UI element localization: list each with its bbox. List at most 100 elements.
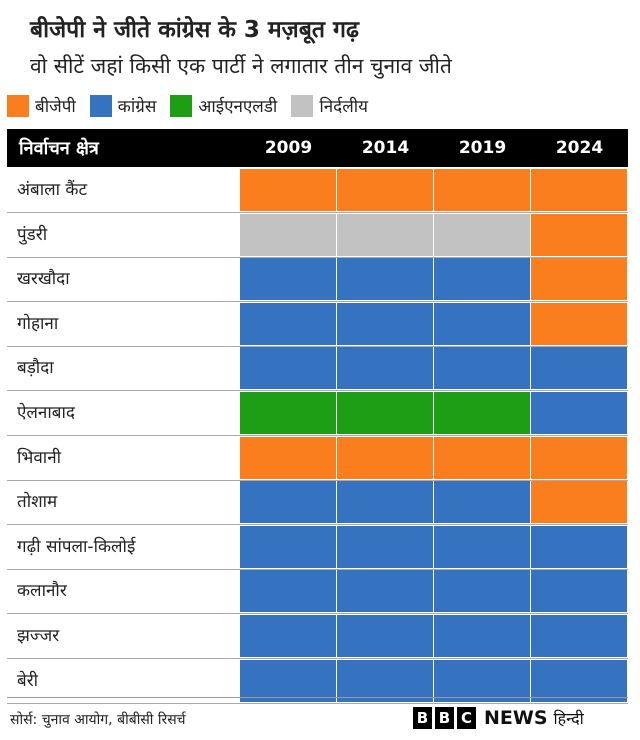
result-cell-2019: [434, 525, 530, 568]
result-cell-2014: [337, 570, 433, 613]
table-row: झज्जर: [7, 614, 628, 659]
logo-letter: B: [413, 707, 432, 729]
result-cell-2024: [531, 436, 627, 479]
year-header-2024: 2024: [555, 138, 604, 158]
table-row: बेरी: [7, 659, 628, 704]
result-cell-2024: [531, 169, 627, 211]
legend-label: आईएनएलडी: [198, 97, 278, 117]
table-row: भिवानी: [7, 436, 628, 481]
legend-item-independent: निर्दलीय: [291, 94, 368, 117]
result-cell-2024: [531, 213, 627, 256]
table-row: तोशाम: [7, 480, 628, 526]
result-cell-2019: [434, 392, 530, 434]
legend-swatch: [89, 94, 112, 117]
result-cell-2014: [337, 436, 433, 479]
result-cell-2019: [434, 347, 530, 390]
result-cell-2024: [531, 481, 627, 524]
table-row: खरखौदा: [7, 257, 628, 303]
constituency-name: बड़ौदा: [17, 358, 54, 379]
result-cell-2014: [337, 615, 433, 657]
result-cell-2024: [531, 659, 627, 702]
result-cell-2014: [337, 302, 433, 345]
logo-news: NEWS: [484, 707, 548, 729]
table-header: निर्वाचन क्षेत्र 2009 2014 2019 2024: [7, 129, 628, 167]
chart-subtitle: वो सीटें जहां किसी एक पार्टी ने लगातार त…: [30, 54, 452, 78]
result-cell-2019: [434, 659, 530, 702]
result-cell-2009: [240, 615, 336, 657]
legend-swatch: [7, 94, 29, 117]
legend: बीजेपी कांग्रेस आईएनएलडी निर्दलीय: [7, 94, 382, 117]
result-cell-2024: [531, 615, 627, 657]
result-cell-2014: [337, 213, 433, 256]
result-cell-2014: [337, 481, 433, 524]
constituency-name: बेरी: [17, 670, 39, 691]
result-cell-2009: [240, 213, 336, 256]
logo-letter: C: [457, 707, 476, 729]
constituency-column-header: निर्वाचन क्षेत्र: [19, 138, 99, 159]
result-cell-2014: [337, 525, 433, 568]
result-cell-2009: [240, 258, 336, 301]
constituency-name: भिवानी: [17, 447, 62, 468]
result-cell-2009: [240, 392, 336, 434]
constituency-name: तोशाम: [17, 492, 58, 513]
constituency-name: खरखौदा: [17, 269, 70, 290]
legend-label: बीजेपी: [35, 97, 76, 117]
constituency-name: गोहाना: [17, 313, 59, 334]
result-cell-2014: [337, 169, 433, 211]
result-cell-2014: [337, 659, 433, 702]
table-row: कलानौर: [7, 569, 628, 615]
logo-hindi: हिन्दी: [553, 709, 584, 728]
legend-swatch: [291, 94, 314, 117]
result-cell-2019: [434, 436, 530, 479]
table-row: ऐलनाबाद: [7, 391, 628, 436]
result-cell-2024: [531, 302, 627, 345]
result-cell-2019: [434, 570, 530, 613]
result-cell-2014: [337, 258, 433, 301]
legend-item-inld: आईएनएलडी: [170, 94, 277, 117]
result-cell-2009: [240, 169, 336, 211]
logo-letter: B: [435, 707, 454, 729]
result-cell-2019: [434, 481, 530, 524]
bbc-news-hindi-logo: B B C NEWS हिन्दी: [413, 707, 584, 729]
legend-label: कांग्रेस: [117, 97, 157, 117]
legend-label: निर्दलीय: [319, 97, 368, 117]
table-row: बड़ौदा: [7, 346, 628, 392]
result-cell-2009: [240, 347, 336, 390]
result-cell-2009: [240, 525, 336, 568]
result-cell-2024: [531, 525, 627, 568]
table-row: गढ़ी सांपला-किलोई: [7, 525, 628, 570]
legend-swatch: [170, 94, 193, 117]
constituency-name: ऐलनाबाद: [17, 403, 75, 423]
chart-title: बीजेपी ने जीते कांग्रेस के 3 मज़बूत गढ़: [30, 17, 359, 43]
result-cell-2019: [434, 169, 530, 211]
legend-item-bjp: बीजेपी: [7, 94, 76, 117]
legend-item-congress: कांग्रेस: [89, 94, 157, 117]
result-cell-2019: [434, 258, 530, 301]
result-cell-2024: [531, 392, 627, 434]
constituency-name: कलानौर: [17, 581, 67, 602]
table-row: गोहाना: [7, 302, 628, 347]
result-cell-2009: [240, 659, 336, 702]
result-cell-2024: [531, 347, 627, 390]
year-header-2014: 2014: [361, 138, 410, 158]
footer-divider: [7, 697, 628, 698]
source-note: सोर्स: चुनाव आयोग, बीबीसी रिसर्च: [10, 712, 186, 728]
result-cell-2009: [240, 436, 336, 479]
year-header-2019: 2019: [458, 138, 507, 158]
result-cell-2009: [240, 302, 336, 345]
constituency-name: झज्जर: [17, 626, 60, 646]
table-row: अंबाला कैंट: [7, 168, 628, 213]
result-cell-2019: [434, 615, 530, 657]
result-cell-2009: [240, 481, 336, 524]
result-cell-2014: [337, 347, 433, 390]
constituency-name: अंबाला कैंट: [17, 180, 88, 200]
result-cell-2024: [531, 258, 627, 301]
year-header-2009: 2009: [264, 138, 313, 158]
constituency-name: पुंडरी: [17, 224, 48, 245]
table-row: पुंडरी: [7, 213, 628, 258]
result-cell-2019: [434, 302, 530, 345]
result-cell-2019: [434, 213, 530, 256]
result-cell-2014: [337, 392, 433, 434]
constituency-name: गढ़ी सांपला-किलोई: [17, 536, 136, 557]
